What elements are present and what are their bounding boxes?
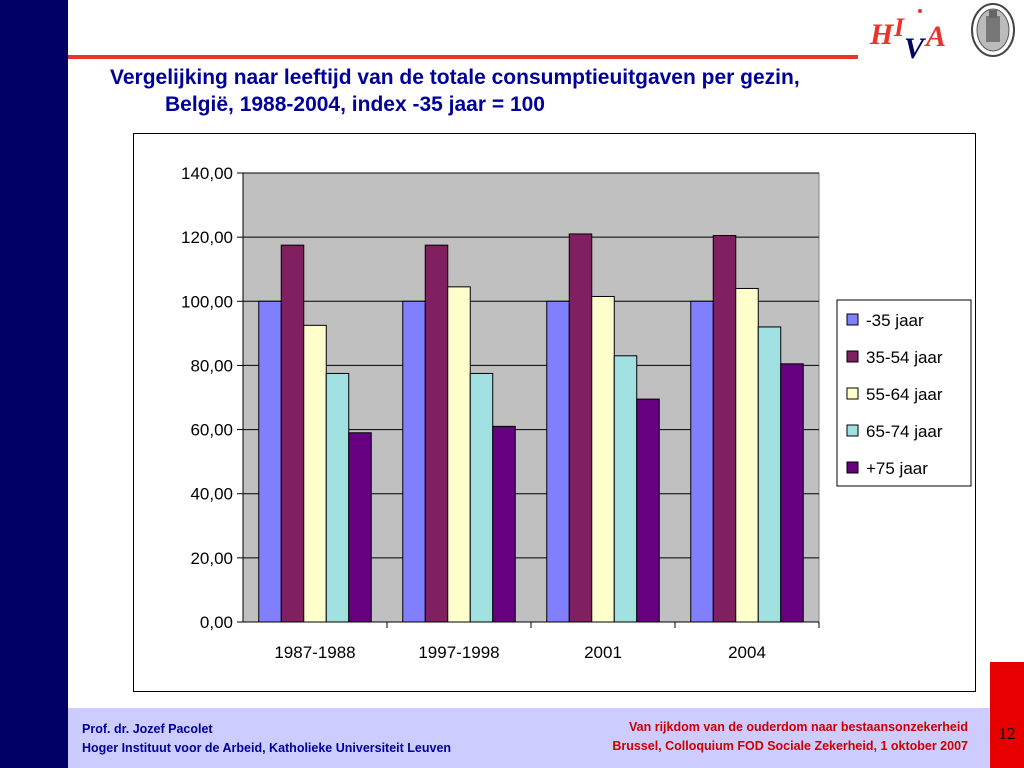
bar bbox=[447, 286, 471, 623]
page-number-box bbox=[990, 662, 1024, 768]
bar bbox=[325, 372, 350, 623]
slide-title: Vergelijking naar leeftijd van de totale… bbox=[110, 64, 970, 118]
chart-frame: 0,00 20,00 40,00 60,00 80,00 100,00 120,00 140,… bbox=[133, 133, 976, 692]
legend-swatch bbox=[846, 313, 859, 326]
bar bbox=[636, 398, 660, 623]
bar bbox=[712, 235, 737, 623]
x-tick-label: 2001 bbox=[584, 643, 622, 662]
y-tick-label: 120,00 bbox=[181, 228, 233, 247]
svg-text:V: V bbox=[904, 32, 927, 62]
legend bbox=[836, 299, 972, 487]
bar bbox=[348, 432, 372, 623]
x-tick-label: 1987-1988 bbox=[274, 643, 355, 662]
legend-label: +75 jaar bbox=[866, 459, 928, 478]
bar bbox=[591, 295, 615, 623]
y-tick-label: 140,00 bbox=[181, 164, 233, 183]
legend-swatch bbox=[846, 350, 859, 363]
svg-text:A: A bbox=[924, 20, 946, 53]
x-tick-label: 1997-1998 bbox=[418, 643, 499, 662]
bar bbox=[546, 300, 570, 623]
legend-swatch bbox=[846, 387, 859, 400]
bar bbox=[402, 300, 426, 623]
y-tick-label: 0,00 bbox=[200, 613, 233, 632]
legend-label: 35-54 jaar bbox=[866, 348, 943, 367]
svg-text:H: H bbox=[869, 18, 895, 51]
bar bbox=[258, 300, 282, 623]
footer-institute: Hoger Instituut voor de Arbeid, Katholie… bbox=[82, 741, 452, 755]
bar bbox=[613, 355, 638, 623]
hiva-logo: H I V A bbox=[869, 9, 946, 62]
title-line-1: Vergelijking naar leeftijd van de totale… bbox=[110, 66, 800, 89]
left-sidebar-band bbox=[0, 0, 68, 768]
bar bbox=[492, 425, 516, 623]
bar bbox=[757, 326, 782, 623]
y-tick-label: 100,00 bbox=[181, 292, 233, 311]
bar bbox=[303, 324, 327, 623]
bar bbox=[735, 287, 759, 623]
footer-author: Prof. dr. Jozef Pacolet bbox=[82, 722, 213, 736]
page-number: 12 bbox=[998, 724, 1016, 743]
svg-text:I: I bbox=[893, 13, 905, 42]
y-tick-label: 60,00 bbox=[190, 421, 233, 440]
legend-swatch bbox=[846, 461, 859, 474]
bar-chart: 0,00 20,00 40,00 60,00 80,00 100,00 120,00 140,… bbox=[181, 164, 972, 662]
top-divider-rule bbox=[68, 55, 858, 59]
bar bbox=[690, 300, 714, 623]
bar bbox=[568, 233, 593, 623]
y-tick-label: 20,00 bbox=[190, 549, 233, 568]
university-seal bbox=[971, 3, 1015, 57]
footer-talk-event: Brussel, Colloquium FOD Sociale Zekerhei… bbox=[612, 739, 968, 753]
footer-talk-title: Van rijkdom van de ouderdom naar bestaan… bbox=[629, 720, 968, 734]
bar bbox=[424, 244, 449, 623]
legend-label: 55-64 jaar bbox=[866, 385, 943, 404]
bar bbox=[280, 244, 305, 623]
x-tick-label: 2004 bbox=[728, 643, 766, 662]
legend-label: 65-74 jaar bbox=[866, 422, 943, 441]
title-line-2: België, 1988-2004, index -35 jaar = 100 bbox=[165, 93, 545, 116]
legend-label: -35 jaar bbox=[866, 311, 924, 330]
footer-bar: Prof. dr. Jozef Pacolet Hoger Instituut … bbox=[68, 708, 990, 768]
bar bbox=[469, 372, 494, 623]
y-tick-label: 40,00 bbox=[190, 485, 233, 504]
bar bbox=[780, 363, 804, 623]
legend-swatch bbox=[846, 424, 859, 437]
y-tick-label: 80,00 bbox=[190, 356, 233, 375]
